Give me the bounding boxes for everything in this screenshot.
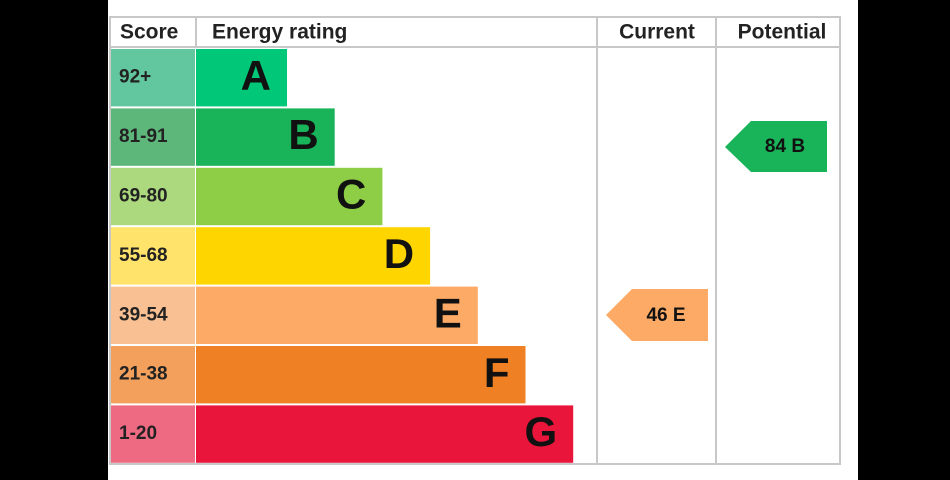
rating-bar (196, 49, 287, 107)
band-letter: C (336, 171, 366, 218)
rating-bar (196, 405, 574, 463)
potential-label: 84 B (765, 136, 805, 157)
score-label: 81-91 (119, 126, 168, 147)
rating-bar (196, 227, 431, 285)
current-arrow (606, 289, 708, 341)
band-letter: A (241, 52, 271, 99)
score-cell (111, 227, 195, 285)
rating-bar (196, 167, 383, 226)
rating-bar (196, 286, 478, 344)
rating-bar (196, 108, 335, 166)
score-label: 1-20 (119, 423, 157, 444)
header-score: Score (120, 21, 178, 44)
band-letter: B (288, 111, 318, 158)
score-label: 39-54 (119, 304, 168, 325)
band-letter: F (484, 349, 510, 396)
score-cell (111, 346, 195, 404)
band-letter: G (525, 408, 558, 455)
potential-arrow (725, 121, 827, 172)
score-cell (111, 108, 195, 166)
table-grid (109, 16, 841, 465)
rating-bar (196, 346, 526, 404)
current-label: 46 E (646, 305, 685, 326)
band-letter: D (384, 230, 414, 277)
header-potential: Potential (738, 21, 827, 44)
score-label: 21-38 (119, 364, 168, 385)
header-energy-rating: Energy rating (212, 21, 347, 44)
score-label: 55-68 (119, 245, 168, 266)
score-cell (111, 167, 195, 226)
score-cell (111, 286, 195, 344)
score-label: 92+ (119, 67, 151, 88)
score-label: 69-80 (119, 186, 168, 207)
score-cell (111, 49, 195, 107)
band-letter: E (434, 289, 462, 336)
header-current: Current (619, 21, 695, 44)
score-cell (111, 405, 195, 463)
